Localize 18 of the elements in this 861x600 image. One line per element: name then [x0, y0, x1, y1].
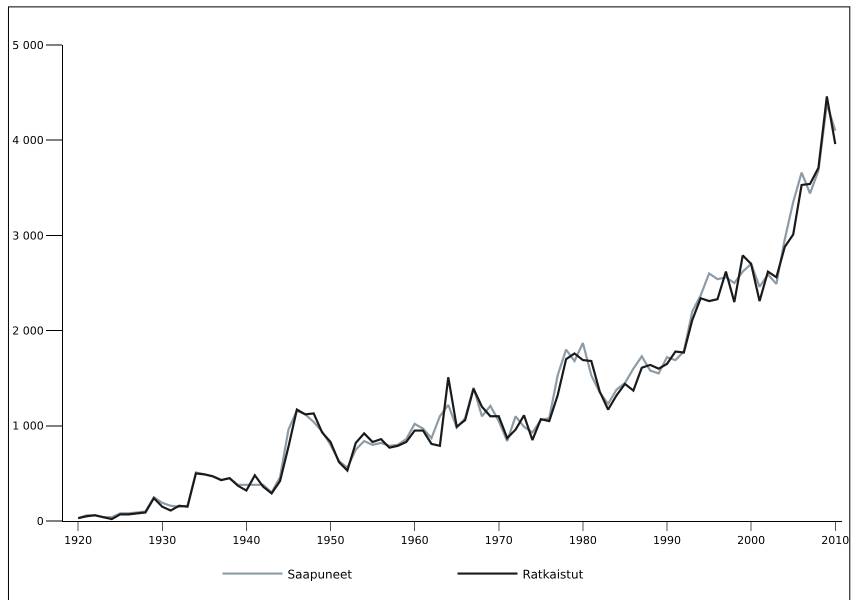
x-tick-label: 1920	[64, 534, 92, 548]
x-tick-label: 1970	[484, 534, 513, 548]
legend-label: Saapuneet	[288, 567, 352, 582]
x-tick-label: 2000	[737, 534, 766, 548]
y-tick-label: 5 000	[12, 38, 44, 52]
y-tick-label: 3 000	[12, 229, 44, 242]
x-tick-label: 1930	[148, 534, 176, 548]
x-tick-label: 1950	[316, 534, 345, 548]
x-tick-label: 1980	[568, 534, 597, 548]
y-tick-label: 1 000	[12, 420, 44, 433]
x-tick-label: 1960	[400, 534, 429, 548]
legend-label: Ratkaistut	[522, 567, 584, 582]
x-tick-label: 2010	[821, 534, 850, 548]
y-tick-label: 2 000	[12, 324, 44, 338]
x-tick-label: 1940	[232, 534, 260, 548]
y-tick-label: 4 000	[12, 134, 44, 148]
x-tick-label: 1990	[653, 534, 682, 548]
y-tick-label: 0	[36, 514, 44, 528]
